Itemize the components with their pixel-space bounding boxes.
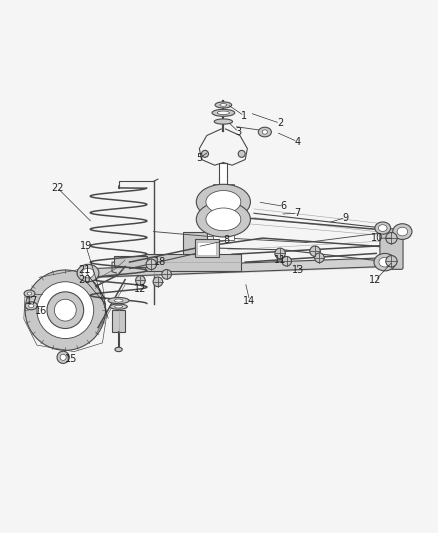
Ellipse shape [397,227,408,236]
Ellipse shape [379,257,391,267]
Ellipse shape [25,302,37,310]
FancyBboxPatch shape [145,254,241,271]
Circle shape [386,232,397,244]
Ellipse shape [217,111,230,115]
Circle shape [57,351,69,364]
Ellipse shape [196,184,251,220]
Circle shape [310,246,320,256]
Bar [219,163,227,197]
Text: 8: 8 [224,235,230,245]
Ellipse shape [110,304,127,309]
Ellipse shape [115,305,123,308]
Ellipse shape [27,292,32,295]
Ellipse shape [77,264,99,282]
Text: 21: 21 [78,265,91,275]
Circle shape [60,354,66,360]
Ellipse shape [115,348,122,352]
Text: 22: 22 [51,183,64,193]
Circle shape [201,150,208,157]
Text: 14: 14 [244,296,256,305]
Text: 11: 11 [274,255,286,265]
Text: 4: 4 [294,136,300,147]
Circle shape [238,150,245,157]
Text: 20: 20 [78,274,91,285]
Circle shape [386,256,397,267]
Circle shape [162,270,171,279]
Text: 17: 17 [26,296,38,305]
Ellipse shape [212,109,235,116]
FancyBboxPatch shape [114,256,147,268]
Circle shape [275,248,286,259]
Text: 19: 19 [80,240,92,251]
Circle shape [314,253,324,263]
Text: 15: 15 [65,354,78,364]
Text: 3: 3 [236,127,242,137]
Ellipse shape [206,190,241,213]
Ellipse shape [378,225,387,231]
Ellipse shape [196,202,251,237]
Circle shape [153,277,162,287]
FancyBboxPatch shape [380,229,403,269]
Text: 12: 12 [134,284,147,294]
Circle shape [282,256,291,266]
Ellipse shape [215,102,232,108]
Bar [213,184,234,240]
Text: 16: 16 [35,306,47,316]
Ellipse shape [114,299,123,302]
Ellipse shape [374,253,396,271]
Ellipse shape [82,268,94,278]
Ellipse shape [214,119,233,124]
Ellipse shape [206,208,241,231]
Text: 7: 7 [294,208,301,218]
Ellipse shape [393,224,412,239]
Text: 2: 2 [277,118,283,128]
Ellipse shape [258,127,272,137]
Text: 13: 13 [291,265,304,275]
Text: 9: 9 [343,213,349,223]
FancyBboxPatch shape [198,241,216,255]
Circle shape [146,259,156,270]
FancyBboxPatch shape [195,239,219,257]
Text: 1: 1 [241,111,247,121]
Circle shape [37,282,94,338]
Ellipse shape [108,297,129,304]
Text: 6: 6 [281,201,287,211]
Circle shape [54,299,76,321]
FancyBboxPatch shape [183,231,207,269]
Ellipse shape [220,103,227,106]
Circle shape [47,292,84,328]
Text: 12: 12 [369,276,381,286]
Circle shape [136,276,145,285]
Ellipse shape [262,130,268,134]
Text: 10: 10 [371,233,383,243]
Bar [113,310,125,332]
Text: 5: 5 [196,153,202,163]
Circle shape [25,270,106,350]
Ellipse shape [28,304,34,308]
Ellipse shape [24,290,35,297]
Text: 18: 18 [154,257,166,267]
Ellipse shape [375,222,391,234]
